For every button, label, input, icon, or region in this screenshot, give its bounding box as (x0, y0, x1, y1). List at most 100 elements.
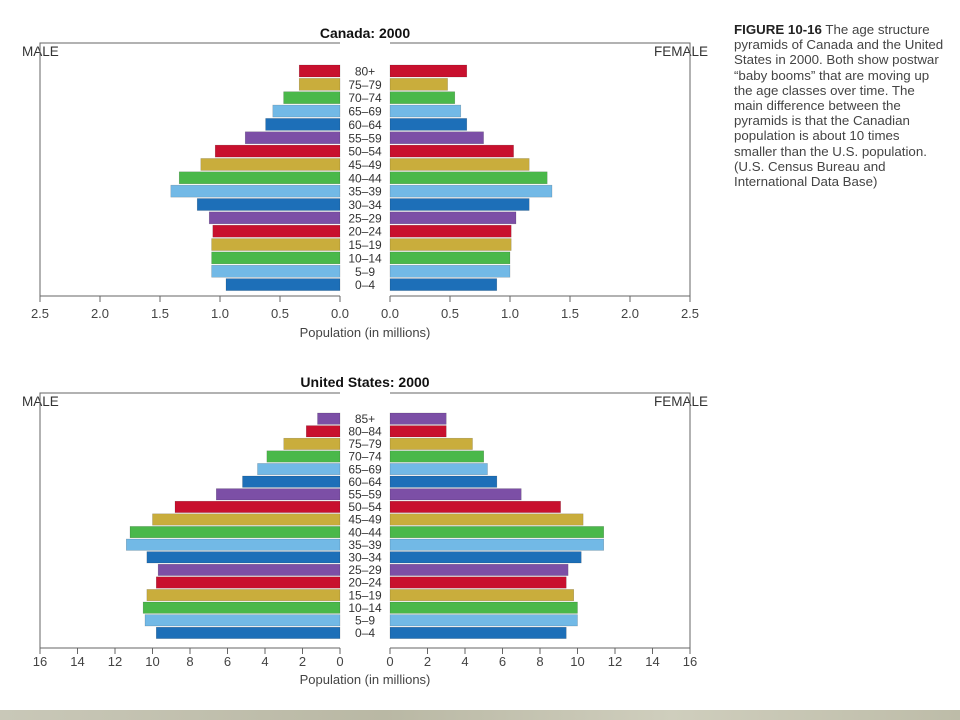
canada-female-bar-40-44 (389, 171, 548, 185)
canada-female-bar-0-4 (389, 278, 498, 291)
us-age-label-70-74: 70–74 (348, 450, 382, 464)
canada-x-axis-label: Population (in millions) (300, 325, 431, 340)
us-female-bar-65-69 (389, 463, 488, 476)
us-age-label-50-54: 50–54 (348, 500, 382, 514)
canada-female-bar-15-19 (389, 238, 512, 251)
us-female-bar-10-14 (389, 601, 578, 614)
canada-female-bar-20-24 (389, 224, 512, 238)
us-female-label: FEMALE (654, 394, 708, 409)
canada-tick-label-8: 1.0 (501, 306, 519, 321)
canada-tick-label-3: 1.0 (211, 306, 229, 321)
us-male-bar-80-84 (306, 425, 341, 438)
canada-age-label-40-44: 40–44 (348, 171, 382, 185)
canada-age-label-35-39: 35–39 (348, 185, 382, 199)
canada-female-bar-10-14 (389, 251, 511, 265)
us-chart-title: United States: 2000 (300, 374, 429, 390)
figure-caption: FIGURE 10-16 The age structure pyramids … (734, 22, 946, 189)
canada-age-label-30-34: 30–34 (348, 198, 382, 212)
us-tick-label-1: 14 (70, 654, 84, 669)
us-tick-label-17: 16 (683, 654, 697, 669)
canada-female-bar-50-54 (389, 144, 514, 158)
canada-tick-label-11: 2.5 (681, 306, 699, 321)
us-tick-label-2: 12 (108, 654, 122, 669)
canada-female-bar-70-74 (389, 91, 456, 104)
us-male-bar-70-74 (266, 450, 341, 463)
canada-male-bar-75-79 (298, 78, 341, 91)
canada-male-bar-50-54 (214, 144, 341, 158)
us-female-bar-50-54 (389, 500, 561, 513)
us-age-label-60-64: 60–64 (348, 475, 382, 489)
canada-tick-label-5: 0.0 (331, 306, 349, 321)
canada-female-bar-35-39 (389, 184, 553, 198)
us-tick-label-9: 0 (386, 654, 393, 669)
us-male-bar-15-19 (146, 589, 341, 602)
canada-female-bar-25-29 (389, 211, 517, 225)
us-age-label-35-39: 35–39 (348, 538, 382, 552)
us-tick-label-11: 4 (461, 654, 468, 669)
us-tick-label-4: 8 (186, 654, 193, 669)
us-age-label-20-24: 20–24 (348, 576, 382, 590)
canada-tick-label-1: 2.0 (91, 306, 109, 321)
us-tick-label-14: 10 (570, 654, 584, 669)
us-female-bar-20-24 (389, 576, 567, 589)
canada-male-bar-45-49 (200, 158, 341, 171)
canada-male-bar-60-64 (265, 118, 341, 131)
us-male-bar-50-54 (174, 500, 341, 513)
canada-age-label-15-19: 15–19 (348, 238, 382, 252)
canada-age-label-80: 80+ (355, 65, 375, 79)
canada-age-label-55-59: 55–59 (348, 131, 382, 145)
us-female-bar-5-9 (389, 614, 578, 627)
canada-male-bar-80 (298, 64, 341, 78)
canada-male-bar-65-69 (272, 104, 341, 118)
us-male-bar-10-14 (142, 601, 341, 614)
canada-age-label-50-54: 50–54 (348, 145, 382, 159)
canada-female-frame (390, 42, 691, 297)
us-male-bar-35-39 (126, 538, 341, 551)
canada-age-label-5-9: 5–9 (355, 265, 375, 279)
us-tick-label-12: 6 (499, 654, 506, 669)
canada-tick-label-9: 1.5 (561, 306, 579, 321)
canada-male-bar-30-34 (196, 198, 341, 211)
canada-age-label-60-64: 60–64 (348, 118, 382, 132)
us-female-bar-0-4 (389, 626, 567, 639)
us-male-bar-55-59 (216, 488, 341, 501)
us-male-bar-30-34 (146, 551, 341, 564)
canada-age-label-0-4: 0–4 (355, 278, 375, 292)
us-age-label-5-9: 5–9 (355, 614, 375, 628)
us-female-bar-70-74 (389, 450, 484, 463)
us-female-bar-85 (389, 412, 447, 425)
us-age-label-45-49: 45–49 (348, 513, 382, 527)
figure-caption-text: The age structure pyramids of Canada and… (734, 22, 944, 190)
us-tick-label-15: 12 (608, 654, 622, 669)
canada-male-frame (39, 42, 340, 297)
canada-male-bar-20-24 (212, 224, 341, 238)
canada-male-bar-70-74 (283, 91, 341, 104)
canada-tick-label-6: 0.0 (381, 306, 399, 321)
canada-female-bar-5-9 (389, 265, 511, 278)
us-female-bar-55-59 (389, 488, 522, 501)
canada-female-label: FEMALE (654, 44, 708, 59)
us-age-label-40-44: 40–44 (348, 525, 382, 539)
us-tick-label-5: 6 (224, 654, 231, 669)
canada-female-bar-65-69 (389, 104, 462, 118)
us-male-bar-0-4 (156, 626, 341, 639)
canada-age-label-45-49: 45–49 (348, 158, 382, 172)
canada-male-bar-0-4 (225, 278, 341, 291)
canada-tick-label-10: 2.0 (621, 306, 639, 321)
us-male-bar-20-24 (156, 576, 341, 589)
canada-age-label-25-29: 25–29 (348, 211, 382, 225)
figure-label: FIGURE 10-16 (734, 22, 822, 37)
us-tick-label-10: 2 (424, 654, 431, 669)
canada-age-label-65-69: 65–69 (348, 105, 382, 119)
canada-tick-label-2: 1.5 (151, 306, 169, 321)
us-age-label-55-59: 55–59 (348, 488, 382, 502)
us-male-bar-40-44 (129, 526, 341, 539)
canada-female-bar-80 (389, 64, 468, 78)
us-tick-label-16: 14 (645, 654, 659, 669)
us-male-bar-60-64 (242, 475, 341, 488)
us-age-label-85: 85+ (355, 412, 375, 426)
canada-male-bar-40-44 (178, 171, 341, 185)
canada-tick-label-0: 2.5 (31, 306, 49, 321)
us-female-bar-60-64 (389, 475, 498, 488)
us-age-label-65-69: 65–69 (348, 462, 382, 476)
